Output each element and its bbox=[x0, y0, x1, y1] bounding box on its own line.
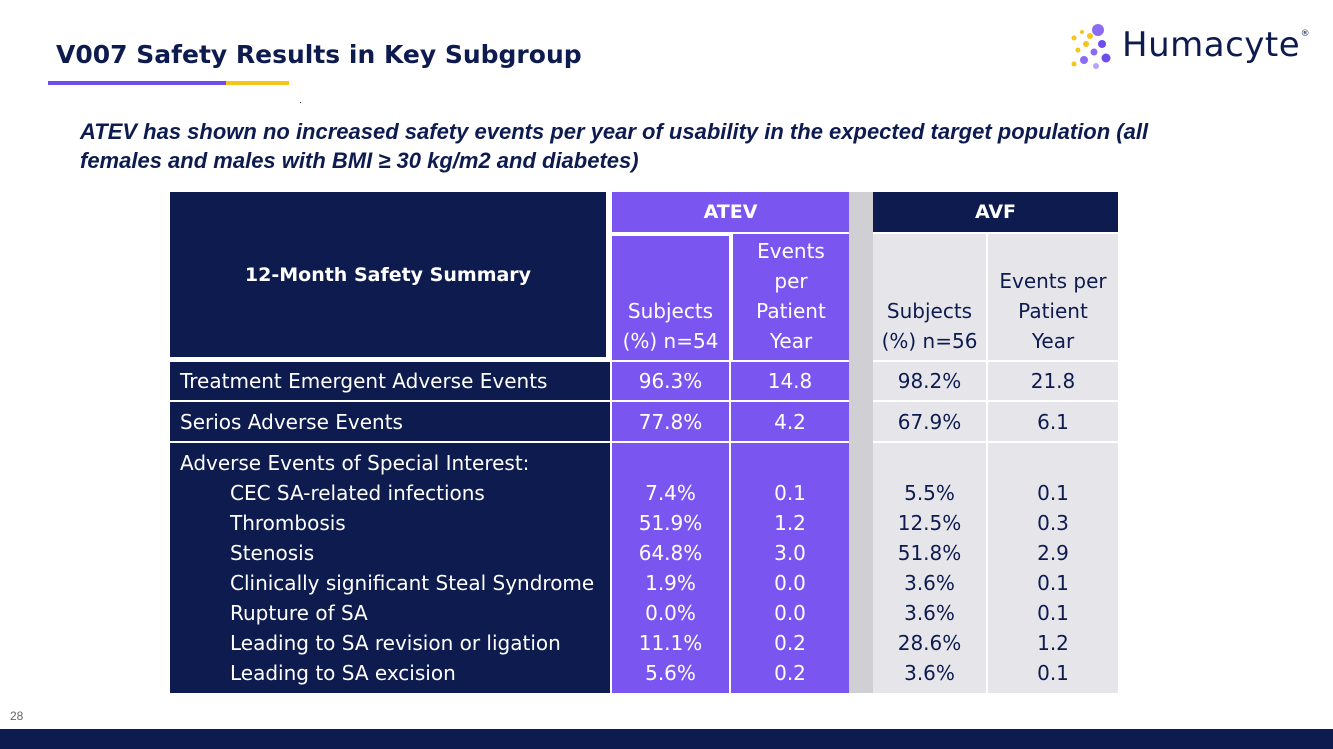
table-cell: 0.0 bbox=[774, 571, 806, 595]
atev-events-header: Events per Patient Year bbox=[731, 234, 849, 360]
slide-subtitle: ATEV has shown no increased safety event… bbox=[80, 119, 1149, 173]
table-cell: 67.9% bbox=[873, 402, 986, 441]
table-cell: 1.2 bbox=[1037, 631, 1069, 655]
table-cell: 11.1% bbox=[638, 631, 703, 655]
avf-events-header: Events per Patient Year bbox=[986, 234, 1118, 360]
table-cell: 0.3 bbox=[1037, 511, 1069, 535]
table-cell: 3.6% bbox=[904, 601, 955, 625]
atev-subjects-header: Subjects (%) n=54 bbox=[612, 234, 729, 360]
table-cell: 6.1 bbox=[988, 402, 1118, 441]
title-underline-yellow bbox=[226, 81, 289, 85]
avf-group-header: AVF bbox=[873, 192, 1118, 232]
aesi-item-label: Rupture of SA bbox=[230, 601, 368, 625]
table-cell: 3.6% bbox=[904, 571, 955, 595]
aesi-item-label: CEC SA-related infections bbox=[230, 481, 485, 505]
table-cell: 0.1 bbox=[1037, 571, 1069, 595]
aesi-item-label: Stenosis bbox=[230, 541, 315, 565]
aesi-item-label: Clinically significant Steal Syndrome bbox=[230, 571, 595, 595]
aesi-item-label: Leading to SA excision bbox=[230, 661, 456, 685]
table-cell: 4.2 bbox=[731, 402, 849, 441]
avf-subjects-header: Subjects (%) n=56 bbox=[873, 234, 986, 360]
table-cell: 0.1 bbox=[1037, 601, 1069, 625]
slide-title: V007 Safety Results in Key Subgroup bbox=[56, 40, 582, 69]
column-gutter bbox=[849, 192, 873, 693]
table-row-label: Treatment Emergent Adverse Events bbox=[170, 362, 610, 400]
table-cell: 3.6% bbox=[904, 661, 955, 685]
aesi-item-label: Leading to SA revision or ligation bbox=[230, 631, 561, 655]
table-cell: 0.1 bbox=[1037, 661, 1069, 685]
aesi-block-labels: Adverse Events of Special Interest: CEC … bbox=[170, 443, 610, 693]
table-cell: 0.0% bbox=[645, 601, 696, 625]
aesi-atev-subjects-column: 7.4% 51.9% 64.8% 1.9% 0.0% 11.1% 5.6% bbox=[612, 443, 729, 693]
table-cell: 0.1 bbox=[1037, 481, 1069, 505]
table-cell: 3.0 bbox=[774, 541, 806, 565]
humacyte-logo: Humacyte ® bbox=[1068, 22, 1311, 72]
title-underline-purple bbox=[48, 81, 226, 85]
table-cell: 0.1 bbox=[774, 481, 806, 505]
divider-dot bbox=[300, 102, 301, 103]
table-cell: 2.9 bbox=[1037, 541, 1069, 565]
summary-header: 12-Month Safety Summary bbox=[170, 192, 610, 360]
table-cell: 5.5% bbox=[904, 481, 955, 505]
table-cell: 1.9% bbox=[645, 571, 696, 595]
table-cell: 14.8 bbox=[731, 362, 849, 400]
table-cell: 5.6% bbox=[645, 661, 696, 685]
table-cell: 21.8 bbox=[988, 362, 1118, 400]
table-row-label: Serios Adverse Events bbox=[170, 402, 610, 441]
table-cell: 28.6% bbox=[897, 631, 962, 655]
aesi-atev-events-column: 0.1 1.2 3.0 0.0 0.0 0.2 0.2 bbox=[731, 443, 849, 693]
page-number: 28 bbox=[10, 709, 24, 723]
table-cell: 0.2 bbox=[774, 631, 806, 655]
table-cell: 7.4% bbox=[645, 481, 696, 505]
table-cell: 77.8% bbox=[612, 402, 729, 441]
table-cell: 51.8% bbox=[897, 541, 962, 565]
table-cell: 0.2 bbox=[774, 661, 806, 685]
table-cell: 1.2 bbox=[774, 511, 806, 535]
table-cell: 0.0 bbox=[774, 601, 806, 625]
table-cell: 12.5% bbox=[897, 511, 962, 535]
aesi-avf-subjects-column: 5.5% 12.5% 51.8% 3.6% 3.6% 28.6% 3.6% bbox=[873, 443, 986, 693]
humacyte-dots-logo-icon bbox=[1071, 24, 1111, 69]
aesi-item-label: Thrombosis bbox=[230, 511, 346, 535]
atev-group-header: ATEV bbox=[612, 192, 849, 232]
aesi-avf-events-column: 0.1 0.3 2.9 0.1 0.1 1.2 0.1 bbox=[988, 443, 1118, 693]
table-cell: 64.8% bbox=[638, 541, 703, 565]
table-cell: 96.3% bbox=[612, 362, 729, 400]
table-cell: 51.9% bbox=[638, 511, 703, 535]
footer-bar bbox=[0, 729, 1333, 749]
table-cell: 98.2% bbox=[873, 362, 986, 400]
aesi-heading: Adverse Events of Special Interest: bbox=[180, 451, 530, 475]
logo-wordmark: Humacyte ® bbox=[1122, 25, 1311, 65]
